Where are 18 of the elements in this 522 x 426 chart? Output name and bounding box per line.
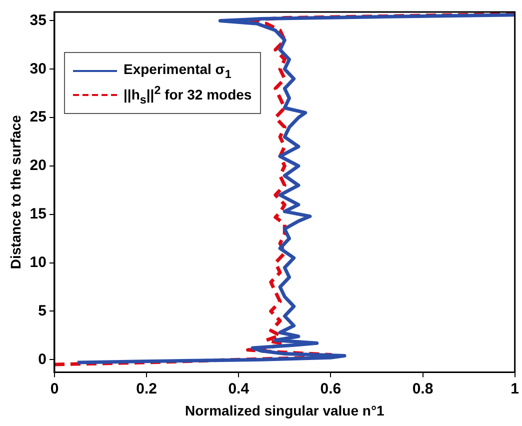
y-tick-label: 30 (30, 60, 46, 78)
legend-label: Experimental σ$_{1}$ (123, 61, 232, 81)
y-tick-label: 20 (30, 157, 46, 174)
x-tick-label: 0.6 (320, 380, 342, 398)
y-tick-label: 35 (30, 12, 46, 29)
y-tick-label: 0 (38, 350, 46, 368)
y-tick-label: 15 (30, 206, 46, 223)
y-tick-label: 5 (38, 302, 46, 320)
y-tick-label: 25 (30, 108, 46, 126)
x-axis-title: Normalized singular value n°1 (184, 402, 385, 418)
legend-label: ||h$_{s}$||$^{2}$ for 32 modes (123, 84, 252, 106)
y-axis-title: Distance to the surface (7, 114, 24, 270)
x-tick-label: 0.4 (228, 380, 250, 398)
x-tick-label: 1 (510, 380, 519, 398)
x-tick-label: 0.8 (412, 380, 434, 398)
x-tick-label: 0 (50, 380, 59, 398)
x-tick-label: 0.2 (136, 380, 157, 398)
y-tick-label: 10 (30, 254, 46, 271)
